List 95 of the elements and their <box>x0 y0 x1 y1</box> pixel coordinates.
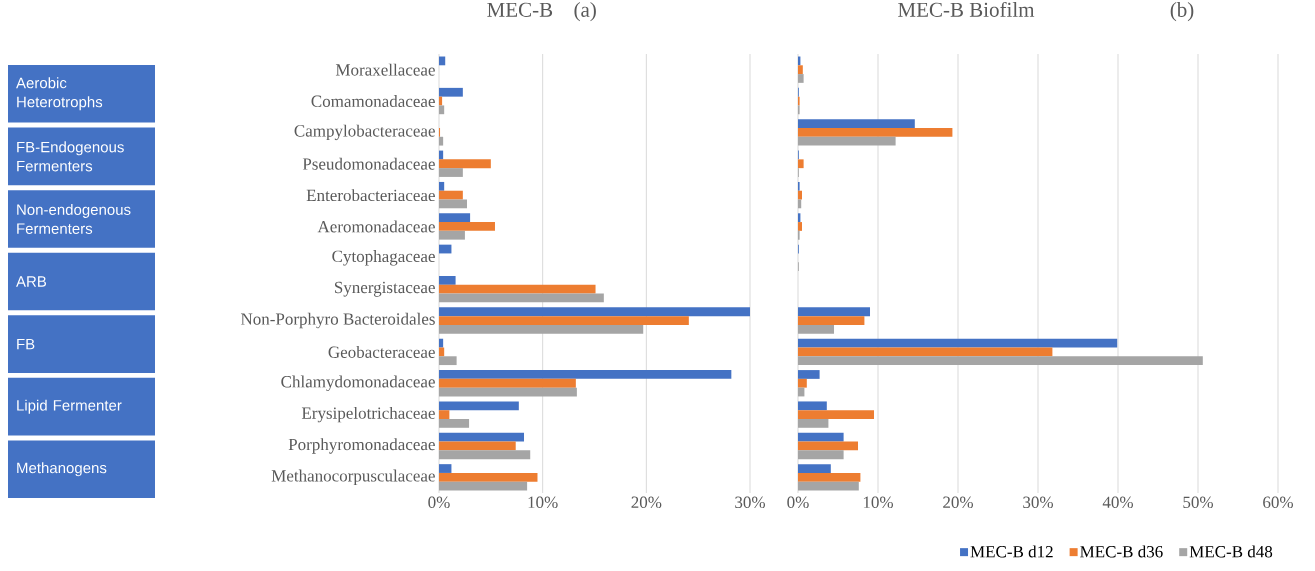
bar <box>439 284 596 294</box>
bar <box>439 432 525 442</box>
bar <box>439 222 495 231</box>
x-tick-label: 20% <box>943 496 974 509</box>
bar <box>439 199 467 209</box>
bar <box>439 324 644 334</box>
bar <box>439 181 445 191</box>
bar <box>798 316 865 325</box>
y-tick-label: Aeromonadaceae <box>317 220 435 233</box>
x-tick-label: 40% <box>1102 496 1134 509</box>
x-tick-label: 0% <box>428 496 450 509</box>
text: Methanogens <box>17 462 107 477</box>
bar <box>439 419 470 428</box>
bar <box>439 464 452 473</box>
x-tick-label: 30% <box>735 496 765 509</box>
y-tick-label: Geobacteraceae <box>328 345 435 358</box>
y-tick-label: Enterobacteriaceae <box>306 189 435 202</box>
y-tick-label: Chlamydomonadaceae <box>281 375 435 391</box>
bar <box>439 168 463 177</box>
bar <box>439 338 444 348</box>
bar <box>798 356 1203 366</box>
text: ARB <box>16 276 47 287</box>
bar <box>439 136 444 146</box>
text: Non-endogenous Fermenters <box>17 203 131 234</box>
bar <box>798 222 803 231</box>
bar <box>439 378 576 388</box>
text: FB-Endogenous Fermenters <box>17 141 124 172</box>
bar <box>439 293 604 303</box>
legend-label: MEC-B d12 <box>970 545 1053 558</box>
bar <box>439 472 538 482</box>
y-tick-label: Comamonadaceae <box>311 95 435 108</box>
bar <box>439 401 519 411</box>
y-tick-label: Methanocorpusculaceae <box>271 469 435 486</box>
bar <box>798 472 861 482</box>
x-tick-label: 50% <box>1183 496 1214 509</box>
bar <box>798 74 804 83</box>
bar <box>798 450 844 460</box>
bar <box>798 378 807 388</box>
bar <box>798 370 820 379</box>
chart-title: MEC-B <box>487 2 553 17</box>
bar <box>798 128 953 137</box>
bar <box>798 481 859 491</box>
bar <box>439 316 689 325</box>
bar <box>439 105 445 115</box>
bar <box>798 119 915 128</box>
bar <box>798 410 875 419</box>
bar <box>798 65 803 75</box>
bar <box>439 370 732 379</box>
x-tick-label: 60% <box>1263 496 1294 509</box>
bar <box>439 410 450 419</box>
bar <box>439 307 750 317</box>
y-tick-label: Erysipelotrichaceae <box>301 406 435 423</box>
x-tick-label: 20% <box>631 496 662 509</box>
y-tick-label: Synergistaceae <box>334 281 435 297</box>
legend-label: MEC-B d48 <box>1189 545 1273 558</box>
bar <box>798 159 804 169</box>
x-tick-label: 30% <box>1023 496 1054 509</box>
bar <box>798 190 803 200</box>
bar <box>798 432 844 442</box>
bar <box>439 159 491 169</box>
bar <box>798 464 831 473</box>
bar <box>439 190 463 200</box>
bar <box>798 347 1053 357</box>
legend-label: MEC-B d36 <box>1080 545 1163 558</box>
bar <box>439 450 531 460</box>
y-tick-label: Non-Porphyro Bacteroidales <box>240 312 435 329</box>
bar <box>798 441 859 451</box>
bar <box>798 324 835 334</box>
bar <box>439 87 463 97</box>
bar <box>439 387 577 397</box>
bar <box>798 338 1118 348</box>
chart-title: MEC-B Biofilm <box>898 1 1035 17</box>
y-tick-label: Campylobacteraceae <box>294 124 435 141</box>
bar <box>439 441 516 451</box>
bar <box>798 307 871 317</box>
bar <box>798 401 827 411</box>
chart-subtitle: (a) <box>574 2 596 22</box>
y-tick-label: Pseudomonadaceae <box>302 157 435 170</box>
bar <box>439 356 457 366</box>
y-tick-label: Cytophagaceae <box>332 250 435 266</box>
chart-subtitle: (b) <box>1170 2 1194 22</box>
x-tick-label: 10% <box>863 496 894 509</box>
text: Aerobic Heterotrophs <box>16 77 103 111</box>
x-tick-label: 0% <box>787 496 809 509</box>
bar <box>439 213 471 223</box>
y-tick-label: Porphyromonadaceae <box>288 438 435 454</box>
x-tick-label: 10% <box>528 496 558 509</box>
bar <box>439 276 456 285</box>
bar <box>798 419 829 428</box>
text: Lipid Fermenter <box>17 399 122 414</box>
text: FB <box>17 338 35 350</box>
bar <box>439 481 528 491</box>
y-tick-label: Moraxellaceae <box>335 63 435 76</box>
bar <box>439 230 465 240</box>
bar <box>798 136 896 146</box>
